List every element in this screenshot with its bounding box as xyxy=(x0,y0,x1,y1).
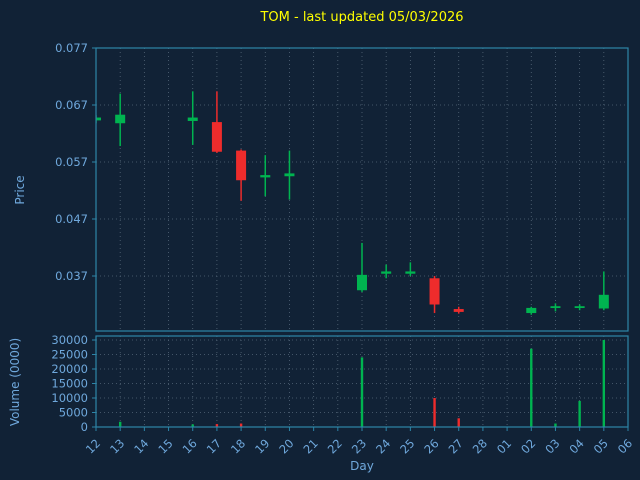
x-tick-label: 26 xyxy=(421,436,441,456)
volume-bar-03 xyxy=(554,423,557,427)
volume-axis-label: Volume (0000) xyxy=(8,337,22,427)
x-tick-label: 25 xyxy=(397,436,417,456)
candle-body-02 xyxy=(526,307,537,314)
x-tick-label: 20 xyxy=(276,436,296,456)
volume-tick-label: 0 xyxy=(81,420,88,434)
price-tick-label: 0.047 xyxy=(55,212,88,226)
x-tick-label: 22 xyxy=(325,436,345,456)
volume-bar-02 xyxy=(530,348,533,427)
volume-tick-label: 5000 xyxy=(59,406,88,420)
x-axis-label: Day xyxy=(350,459,374,473)
volume-tick-label: 25000 xyxy=(51,348,88,362)
candle-body-18 xyxy=(236,150,247,181)
volume-bar-13 xyxy=(118,421,122,427)
volume-bars xyxy=(118,340,606,427)
x-tick-label: 18 xyxy=(228,436,248,456)
candle-body-26 xyxy=(429,278,440,305)
x-tick-label: 14 xyxy=(131,436,151,456)
price-tick-label: 0.077 xyxy=(55,41,88,55)
volume-tick-label: 20000 xyxy=(51,362,88,376)
volume-bar-16 xyxy=(191,424,194,427)
grid-lines xyxy=(95,47,629,427)
x-tick-label: 17 xyxy=(204,436,224,456)
price-tick-label: 0.057 xyxy=(55,155,88,169)
candle-body-24 xyxy=(381,271,392,274)
candle-body-25 xyxy=(405,271,416,274)
candle-body-12 xyxy=(96,117,101,121)
tick-labels: 0.037 0.047 0.057 0.067 0.077 050001000015000… xyxy=(51,41,635,456)
x-tick-label: 15 xyxy=(155,436,175,456)
candles xyxy=(96,91,609,315)
x-tick-label: 06 xyxy=(615,436,635,456)
x-tick-label: 27 xyxy=(446,436,466,456)
x-tick-label: 03 xyxy=(542,436,562,456)
x-tick-label: 21 xyxy=(301,436,321,456)
candle-body-27 xyxy=(453,309,464,312)
volume-bar-04 xyxy=(578,400,581,427)
candle-body-13 xyxy=(115,114,126,124)
x-tick-label: 19 xyxy=(252,436,272,456)
volume-bar-18 xyxy=(239,423,243,427)
candle-body-05 xyxy=(598,294,609,309)
x-tick-label: 16 xyxy=(180,436,200,456)
price-tick-label: 0.067 xyxy=(55,98,88,112)
volume-bar-26 xyxy=(433,398,436,427)
candle-body-20 xyxy=(284,173,295,177)
volume-bar-27 xyxy=(457,418,460,427)
volume-tick-label: 30000 xyxy=(51,333,88,347)
x-tick-label: 04 xyxy=(567,436,587,456)
x-tick-label: 01 xyxy=(494,436,514,456)
volume-tick-label: 15000 xyxy=(51,377,88,391)
x-tick-label: 24 xyxy=(373,436,393,456)
x-tick-label: 13 xyxy=(107,436,127,456)
candle-body-23 xyxy=(357,274,367,291)
volume-tick-label: 10000 xyxy=(51,391,88,405)
tick-marks xyxy=(92,47,629,431)
x-tick-label: 05 xyxy=(591,436,611,456)
volume-bar-17 xyxy=(215,424,219,427)
volume-bar-23 xyxy=(360,357,364,427)
x-tick-label: 28 xyxy=(470,436,490,456)
price-tick-label: 0.037 xyxy=(55,269,88,283)
x-tick-label: 02 xyxy=(518,436,538,456)
candle-body-04 xyxy=(574,306,585,309)
candle-body-16 xyxy=(187,117,198,121)
x-tick-label: 12 xyxy=(83,436,103,456)
candle-body-03 xyxy=(550,306,561,309)
candle-body-19 xyxy=(260,175,271,178)
chart-title: TOM - last updated 05/03/2026 xyxy=(260,10,464,25)
price-axis-label: Price xyxy=(13,175,27,205)
x-tick-label: 23 xyxy=(349,436,369,456)
candle-body-17 xyxy=(211,122,222,152)
price-panel-frame xyxy=(95,47,629,332)
volume-bar-05 xyxy=(602,340,606,427)
